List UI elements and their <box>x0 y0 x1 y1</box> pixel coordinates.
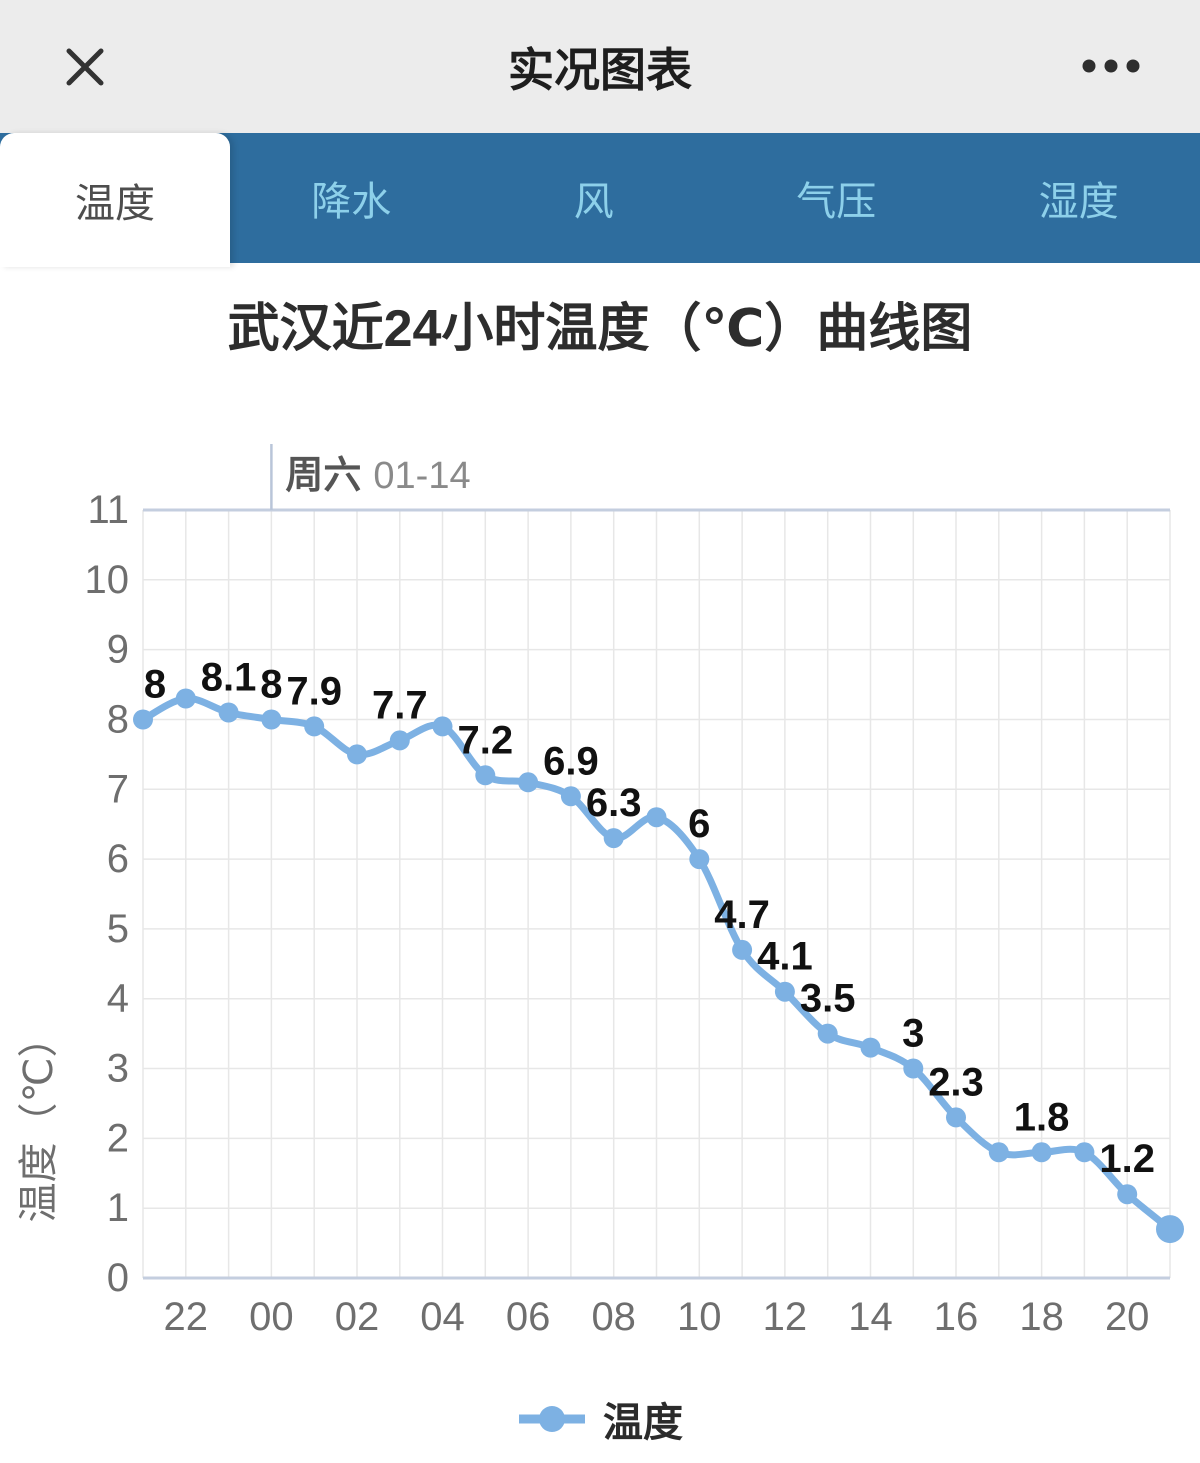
svg-text:02: 02 <box>335 1295 380 1339</box>
svg-text:2: 2 <box>107 1116 129 1160</box>
svg-text:06: 06 <box>506 1295 551 1339</box>
page-title: 实况图表 <box>508 43 692 96</box>
tab-humidity[interactable]: 湿度 <box>1038 180 1119 224</box>
more-menu-icon[interactable] <box>1078 56 1144 76</box>
svg-text:8: 8 <box>144 663 166 707</box>
svg-text:0: 0 <box>107 1256 129 1300</box>
svg-text:04: 04 <box>420 1295 465 1339</box>
chart-title: 武汉近24小时温度（℃）曲线图 <box>227 300 973 358</box>
svg-text:16: 16 <box>934 1295 979 1339</box>
grid-lines <box>142 508 1171 1280</box>
legend-line-icon <box>519 1406 585 1432</box>
tab-temperature[interactable]: 温度 <box>0 133 230 267</box>
svg-text:3: 3 <box>902 1012 924 1056</box>
svg-text:6.3: 6.3 <box>586 781 642 825</box>
close-icon[interactable] <box>60 42 110 92</box>
app-header: 实况图表 <box>0 0 1200 133</box>
day-marker: 周六 01-14 <box>270 444 471 510</box>
legend-item-temperature[interactable]: 温度 <box>0 1390 1200 1448</box>
svg-text:11: 11 <box>87 488 129 532</box>
data-point-labels: 8 8.1 8 7.9 7.77.2 6.96.3 64.74.13.532.31.81.2 <box>144 656 1155 1182</box>
svg-text:22: 22 <box>164 1295 209 1339</box>
svg-text:10: 10 <box>677 1295 722 1339</box>
tab-wind[interactable]: 风 <box>573 180 614 224</box>
svg-text:7.2: 7.2 <box>457 718 513 762</box>
svg-text:7.7: 7.7 <box>372 683 428 727</box>
svg-text:7: 7 <box>107 767 129 811</box>
tab-group: 降水 风 气压 湿度 <box>230 133 1200 263</box>
tab-bar: 温度 降水 风 气压 湿度 <box>0 133 1200 267</box>
svg-text:8: 8 <box>260 663 282 707</box>
svg-text:2.3: 2.3 <box>928 1060 984 1104</box>
svg-text:3.5: 3.5 <box>800 977 856 1021</box>
svg-text:8.1: 8.1 <box>201 656 257 700</box>
svg-text:12: 12 <box>763 1295 808 1339</box>
y-axis-labels: 0 1 2 3 4 5 6 7 8 9 10 11 <box>85 488 130 1300</box>
data-points <box>133 688 1184 1244</box>
svg-text:1.8: 1.8 <box>1014 1095 1070 1139</box>
svg-text:08: 08 <box>591 1295 636 1339</box>
svg-text:14: 14 <box>848 1295 893 1339</box>
svg-text:6.9: 6.9 <box>543 739 599 783</box>
legend-label: 温度 <box>603 1401 683 1445</box>
y-axis-title: 温度（℃） <box>17 1018 61 1223</box>
svg-text:9: 9 <box>107 628 129 672</box>
svg-text:5: 5 <box>107 907 129 951</box>
tab-precipitation[interactable]: 降水 <box>311 180 392 224</box>
svg-text:4: 4 <box>107 977 129 1021</box>
tab-pressure[interactable]: 气压 <box>796 180 877 224</box>
svg-text:18: 18 <box>1019 1295 1064 1339</box>
svg-text:6: 6 <box>107 837 129 881</box>
svg-text:20: 20 <box>1105 1295 1150 1339</box>
svg-text:1.2: 1.2 <box>1099 1137 1155 1181</box>
svg-text:3: 3 <box>107 1047 129 1091</box>
svg-text:10: 10 <box>85 558 130 602</box>
svg-text:4.7: 4.7 <box>714 893 770 937</box>
svg-text:00: 00 <box>249 1295 294 1339</box>
svg-text:1: 1 <box>107 1186 129 1230</box>
svg-text:6: 6 <box>688 802 710 846</box>
svg-text:7.9: 7.9 <box>286 669 342 713</box>
svg-text:8: 8 <box>107 698 129 742</box>
x-axis-labels: 22 00 02 04 06 08 10 12 14 16 18 20 <box>164 1295 1150 1339</box>
svg-text:4.1: 4.1 <box>757 935 813 979</box>
